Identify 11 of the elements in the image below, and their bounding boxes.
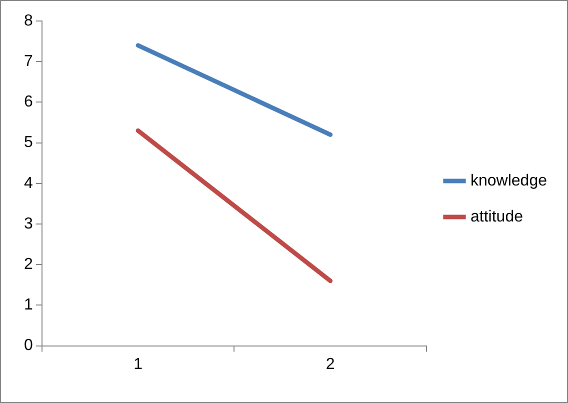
y-tick-label: 0 (24, 337, 33, 354)
y-tick-label: 1 (24, 296, 33, 314)
y-tick-label: 5 (24, 134, 33, 152)
legend-label: attitude (470, 208, 524, 226)
y-tick-label: 6 (24, 94, 33, 111)
y-tick-label: 2 (24, 256, 33, 274)
legend-label: knowledge (470, 172, 548, 190)
y-tick-label: 3 (24, 215, 33, 232)
y-tick-label: 7 (24, 53, 33, 70)
y-tick-label: 4 (24, 174, 33, 192)
y-tick-label: 8 (24, 12, 33, 30)
